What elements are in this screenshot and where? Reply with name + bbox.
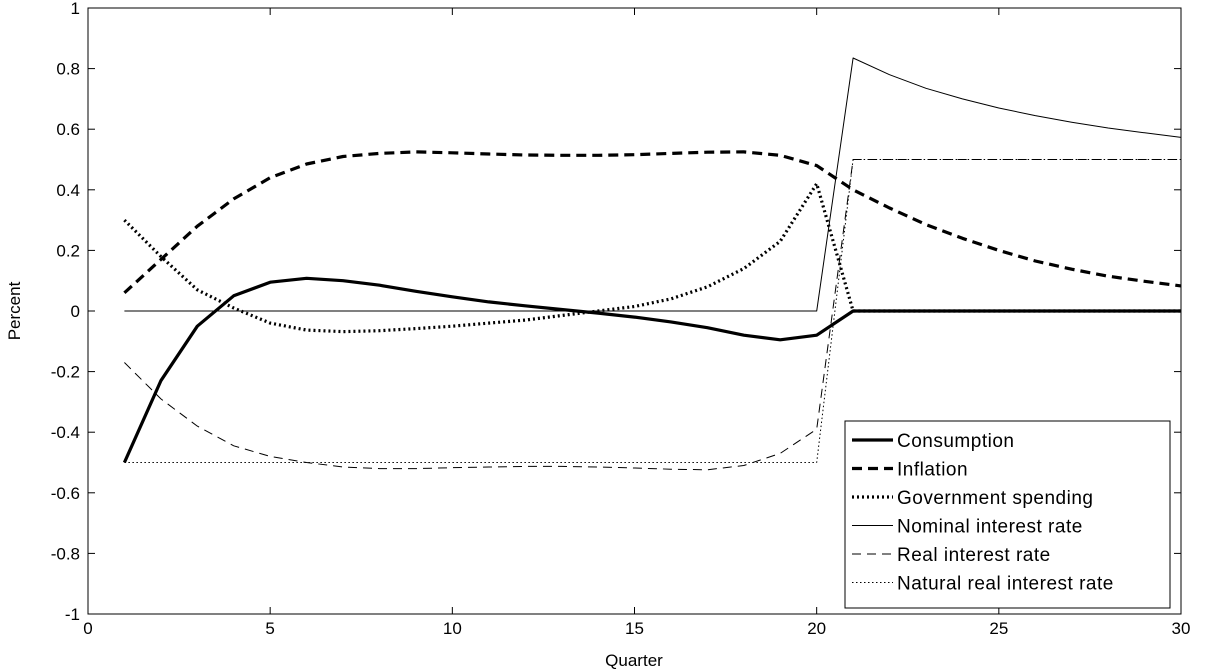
x-tick-label: 15 <box>625 619 644 638</box>
series-line-3 <box>123 182 1181 334</box>
y-tick-label: 0.6 <box>56 120 80 139</box>
y-axis-label: Percent <box>5 281 24 340</box>
x-tick-label: 25 <box>989 619 1008 638</box>
y-tick-label: 0.2 <box>56 241 80 260</box>
y-tick-label: 0.8 <box>56 60 80 79</box>
legend-entry: Government spending <box>897 488 1093 509</box>
tick-labels: 0 5 10 15 20 25 30 -1 -0.8 -0.6 -0.4 -0.2 0 0.2 0.4 0.6… <box>51 0 1191 638</box>
legend-entry: Nominal interest rate <box>897 517 1083 538</box>
legend: Consumption Inflation Government spending N… <box>844 420 1171 609</box>
axis-ticks <box>87 7 1182 615</box>
x-tick-label: 10 <box>443 619 462 638</box>
y-tick-label: -0.4 <box>51 423 80 442</box>
series-line-4 <box>124 57 1182 312</box>
series-lines <box>122 57 1182 471</box>
y-tick-label: 0.4 <box>56 181 80 200</box>
legend-entry: Natural real interest rate <box>897 574 1114 595</box>
x-tick-label: 5 <box>265 619 274 638</box>
x-axis-label: Quarter <box>605 651 663 670</box>
series-line-2 <box>123 150 1182 294</box>
y-tick-label: -0.8 <box>51 544 80 563</box>
y-tick-label: -0.2 <box>51 363 80 382</box>
legend-entry: Consumption <box>897 431 1014 452</box>
legend-box <box>844 420 1171 609</box>
series-line-6 <box>124 159 1181 463</box>
legend-entry: Inflation <box>897 460 968 481</box>
y-tick-label: 1 <box>71 0 80 18</box>
y-tick-label: -0.6 <box>51 484 80 503</box>
x-tick-label: 0 <box>83 619 92 638</box>
legend-entry: Real interest rate <box>897 545 1051 566</box>
y-tick-label: 0 <box>71 302 80 321</box>
x-tick-label: 20 <box>807 619 826 638</box>
y-tick-label: -1 <box>65 605 80 624</box>
x-tick-label: 30 <box>1172 619 1191 638</box>
